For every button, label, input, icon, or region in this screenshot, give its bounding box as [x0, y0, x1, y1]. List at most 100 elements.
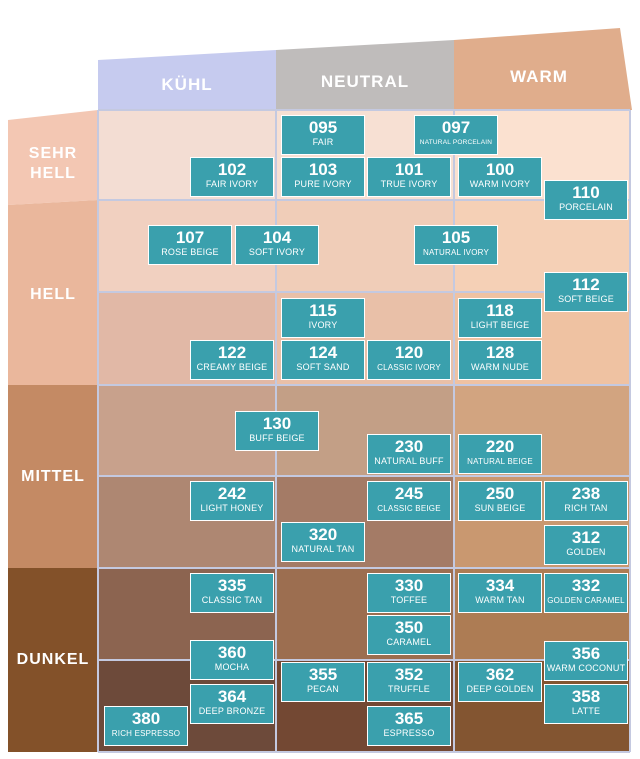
column-header-neutral: NEUTRAL [320, 71, 410, 91]
shade-code: 245 [394, 484, 424, 503]
shade-code: 356 [571, 644, 601, 663]
shade-code: 103 [308, 160, 338, 179]
shade-swatch-112[interactable]: 112 SOFT BEIGE [544, 272, 628, 312]
shade-code: 220 [485, 437, 515, 456]
shade-name: LIGHT HONEY [200, 503, 264, 513]
shade-name: WARM TAN [475, 595, 525, 605]
shade-name: NATURAL IVORY [422, 248, 490, 257]
shade-code: 112 [572, 275, 600, 294]
shade-code: 380 [131, 709, 161, 728]
grid-line [98, 384, 630, 386]
shade-name: CREAMY BEIGE [196, 362, 268, 372]
shade-code: 097 [441, 118, 471, 137]
shade-name: ESPRESSO [383, 728, 435, 738]
grid-line [98, 199, 630, 201]
shade-code: 130 [262, 414, 292, 433]
shade-name: DEEP GOLDEN [466, 684, 534, 694]
grid-line [98, 291, 630, 293]
shade-name: FAIR [312, 137, 334, 147]
shade-swatch-364[interactable]: 364 DEEP BRONZE [190, 684, 274, 724]
shade-swatch-312[interactable]: 312 GOLDEN [544, 525, 628, 565]
shade-name: PECAN [306, 684, 339, 694]
shade-code: 107 [175, 228, 205, 247]
shade-swatch-105[interactable]: 105 NATURAL IVORY [414, 225, 498, 265]
shade-name: RICH ESPRESSO [111, 729, 181, 738]
row-label-sehr: SEHR [28, 145, 78, 162]
shade-swatch-358[interactable]: 358 LATTE [544, 684, 628, 724]
shade-swatch-320[interactable]: 320 NATURAL TAN [281, 522, 365, 562]
shade-swatch-103[interactable]: 103 PURE IVORY [281, 157, 365, 197]
shade-code: 104 [262, 228, 292, 247]
shade-code: 352 [394, 665, 424, 684]
shade-swatch-102[interactable]: 102 FAIR IVORY [190, 157, 274, 197]
shade-code: 120 [394, 343, 424, 362]
shade-swatch-332[interactable]: 332 GOLDEN CARAMEL [544, 573, 628, 613]
shade-code: 238 [571, 484, 601, 503]
shade-swatch-230[interactable]: 230 NATURAL BUFF [367, 434, 451, 474]
shade-swatch-242[interactable]: 242 LIGHT HONEY [190, 481, 274, 521]
shade-swatch-362[interactable]: 362 DEEP GOLDEN [458, 662, 542, 702]
shade-name: TRUFFLE [388, 684, 430, 694]
shade-swatch-245[interactable]: 245 CLASSIC BEIGE [367, 481, 451, 521]
shade-name: IVORY [308, 320, 338, 330]
grid-line [98, 109, 630, 111]
shade-swatch-250[interactable]: 250 SUN BEIGE [458, 481, 542, 521]
shade-name: LATTE [571, 706, 601, 716]
shade-code: 095 [308, 118, 338, 137]
shade-swatch-355[interactable]: 355 PECAN [281, 662, 365, 702]
shade-name: NATURAL TAN [291, 544, 355, 554]
shade-swatch-380[interactable]: 380 RICH ESPRESSO [104, 706, 188, 746]
row-label-dunkel: DUNKEL [8, 568, 98, 752]
shade-name: CLASSIC IVORY [377, 363, 441, 372]
shade-swatch-118[interactable]: 118 LIGHT BEIGE [458, 298, 542, 338]
shade-name: GOLDEN CARAMEL [547, 596, 625, 605]
shade-swatch-100[interactable]: 100 WARM IVORY [458, 157, 542, 197]
grid-line [98, 659, 630, 661]
column-header-warm: WARM [510, 66, 568, 86]
shade-swatch-107[interactable]: 107 ROSE BEIGE [148, 225, 232, 265]
shade-swatch-352[interactable]: 352 TRUFFLE [367, 662, 451, 702]
shade-name: LIGHT BEIGE [470, 320, 530, 330]
shade-swatch-350[interactable]: 350 CARAMEL [367, 615, 451, 655]
shade-swatch-115[interactable]: 115 IVORY [281, 298, 365, 338]
shade-code: 122 [217, 343, 247, 362]
shade-code: 102 [217, 160, 247, 179]
shade-code: 320 [308, 525, 338, 544]
shade-swatch-360[interactable]: 360 MOCHA [190, 640, 274, 680]
row-label-sehr-hell: SEHR HELL [8, 125, 98, 203]
shade-name: NATURAL BEIGE [467, 457, 533, 466]
shade-name: RICH TAN [564, 503, 608, 513]
row-label-mittel: MITTEL [8, 385, 98, 568]
shade-name: CARAMEL [386, 637, 432, 647]
shade-name: BUFF BEIGE [249, 433, 305, 443]
shade-swatch-124[interactable]: 124 SOFT SAND [281, 340, 365, 380]
shade-name: NATURAL PORCELAIN [419, 139, 493, 146]
shade-swatch-095[interactable]: 095 FAIR [281, 115, 365, 155]
shade-swatch-128[interactable]: 128 WARM NUDE [458, 340, 542, 380]
shade-code: 128 [485, 343, 515, 362]
shade-swatch-101[interactable]: 101 TRUE IVORY [367, 157, 451, 197]
shade-name: DEEP BRONZE [198, 706, 266, 716]
shade-swatch-238[interactable]: 238 RICH TAN [544, 481, 628, 521]
shade-swatch-097[interactable]: 097 NATURAL PORCELAIN [414, 115, 498, 155]
shade-swatch-120[interactable]: 120 CLASSIC IVORY [367, 340, 451, 380]
shade-swatch-220[interactable]: 220 NATURAL BEIGE [458, 434, 542, 474]
shade-name: WARM IVORY [469, 179, 531, 189]
shade-swatch-334[interactable]: 334 WARM TAN [458, 573, 542, 613]
shade-swatch-335[interactable]: 335 CLASSIC TAN [190, 573, 274, 613]
shade-code: 365 [394, 709, 424, 728]
shade-swatch-104[interactable]: 104 SOFT IVORY [235, 225, 319, 265]
shade-swatch-122[interactable]: 122 CREAMY BEIGE [190, 340, 274, 380]
row-label-mittel-text: MITTEL [21, 467, 85, 485]
shade-name: PORCELAIN [559, 202, 613, 212]
shade-code: 335 [217, 576, 247, 595]
shade-code: 350 [394, 618, 424, 637]
row-label-dunkel-text: DUNKEL [16, 651, 90, 668]
grid-line [98, 475, 630, 477]
shade-swatch-365[interactable]: 365 ESPRESSO [367, 706, 451, 746]
shade-swatch-356[interactable]: 356 WARM COCONUT [544, 641, 628, 681]
shade-swatch-130[interactable]: 130 BUFF BEIGE [235, 411, 319, 451]
shade-swatch-110[interactable]: 110 PORCELAIN [544, 180, 628, 220]
shade-swatch-330[interactable]: 330 TOFFEE [367, 573, 451, 613]
